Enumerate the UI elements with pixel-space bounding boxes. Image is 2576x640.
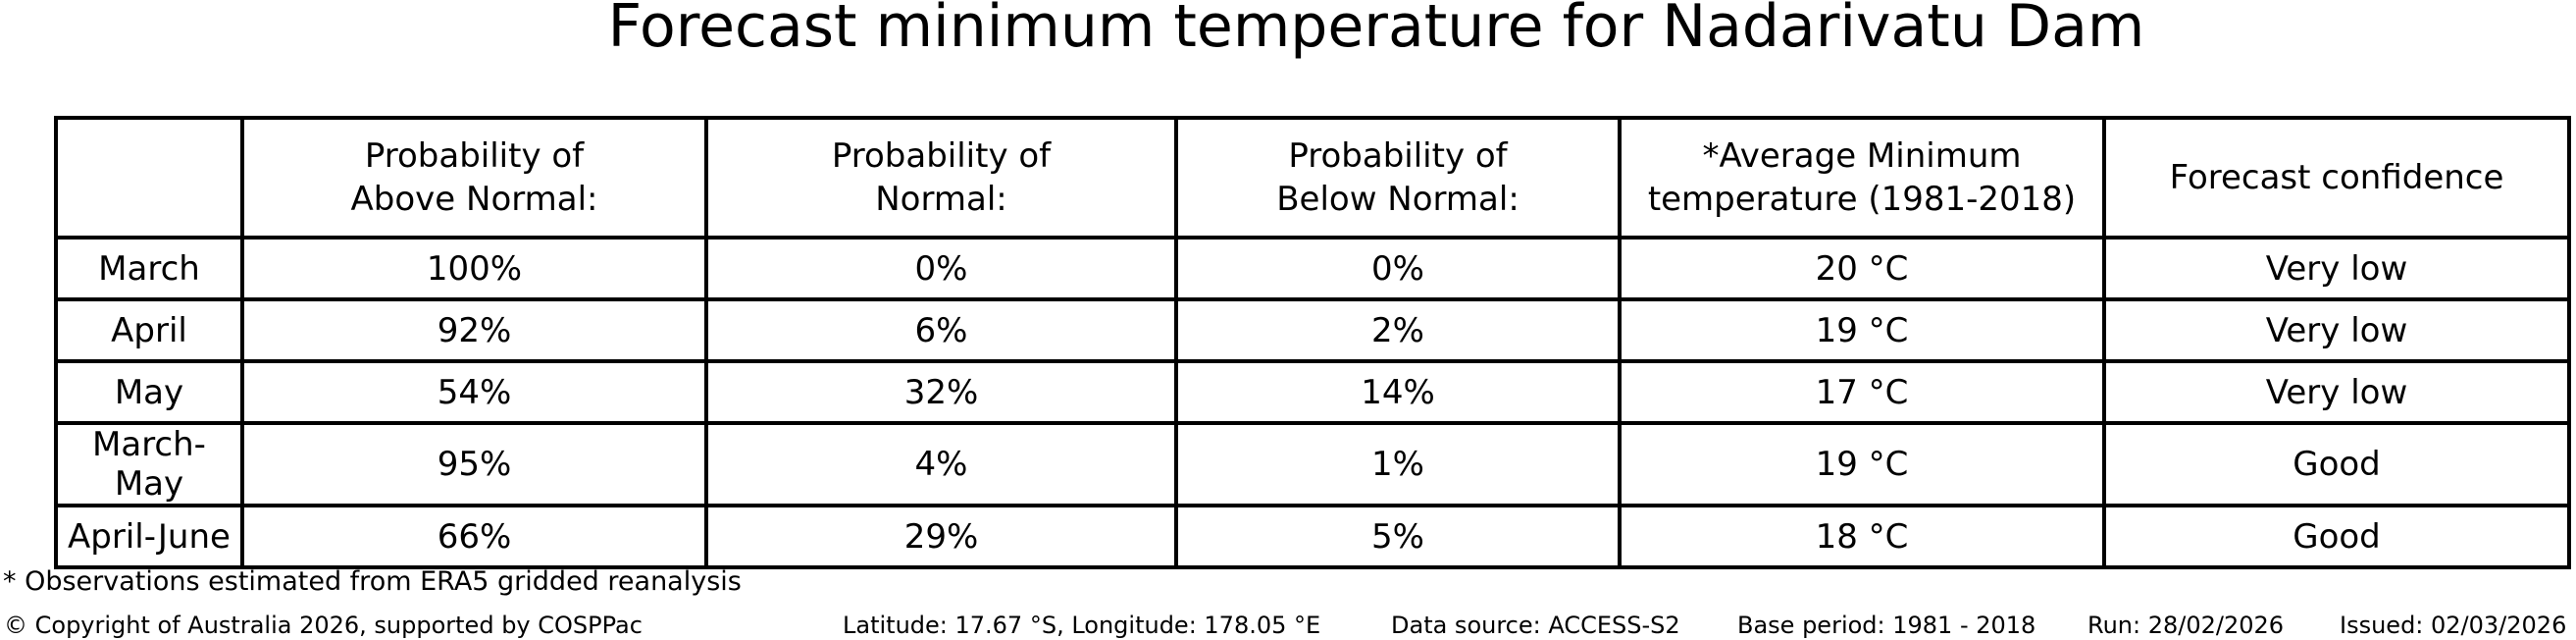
table-row-may: May 54% 32% 14% 17 °C Very low	[54, 359, 2571, 425]
footer-copyright: © Copyright of Australia 2026, supported…	[4, 612, 643, 639]
cell-above-normal: 95%	[240, 421, 708, 507]
cell-normal: 32%	[704, 359, 1178, 425]
figure-title: Forecast minimum temperature for Nadariv…	[607, 0, 2145, 61]
cell-below-normal: 5%	[1174, 504, 1622, 569]
cell-normal: 4%	[704, 421, 1178, 507]
cell-normal: 0%	[704, 236, 1178, 301]
table-corner-cell	[54, 116, 244, 240]
column-header-average-minimum: *Average Minimum temperature (1981-2018)	[1618, 116, 2106, 240]
cell-normal: 29%	[704, 504, 1178, 569]
cell-below-normal: 1%	[1174, 421, 1622, 507]
cell-average-minimum: 17 °C	[1618, 359, 2106, 425]
row-label: April-June	[54, 504, 244, 569]
column-header-above-normal: Probability of Above Normal:	[240, 116, 708, 240]
footer-issued-date: Issued: 02/03/2026	[2340, 612, 2567, 639]
cell-forecast-confidence: Good	[2102, 504, 2571, 569]
cell-below-normal: 14%	[1174, 359, 1622, 425]
row-label: March	[54, 236, 244, 301]
table-header-row: Probability of Above Normal: Probability…	[54, 116, 2571, 240]
cell-below-normal: 0%	[1174, 236, 1622, 301]
cell-forecast-confidence: Good	[2102, 421, 2571, 507]
cell-above-normal: 100%	[240, 236, 708, 301]
cell-above-normal: 54%	[240, 359, 708, 425]
cell-average-minimum: 19 °C	[1618, 297, 2106, 363]
column-header-below-normal: Probability of Below Normal:	[1174, 116, 1622, 240]
cell-normal: 6%	[704, 297, 1178, 363]
footer-base-period: Base period: 1981 - 2018	[1737, 612, 2036, 639]
table-row-march-may: March-May 95% 4% 1% 19 °C Good	[54, 421, 2571, 507]
cell-forecast-confidence: Very low	[2102, 359, 2571, 425]
cell-average-minimum: 19 °C	[1618, 421, 2106, 507]
footer-location: Latitude: 17.67 °S, Longitude: 178.05 °E	[843, 612, 1321, 639]
column-header-normal: Probability of Normal:	[704, 116, 1178, 240]
table-row-april-june: April-June 66% 29% 5% 18 °C Good	[54, 504, 2571, 569]
footer-run-date: Run: 28/02/2026	[2087, 612, 2285, 639]
cell-average-minimum: 20 °C	[1618, 236, 2106, 301]
cell-below-normal: 2%	[1174, 297, 1622, 363]
table-row-march: March 100% 0% 0% 20 °C Very low	[54, 236, 2571, 301]
column-header-forecast-confidence: Forecast confidence	[2102, 116, 2571, 240]
row-label: March-May	[54, 421, 244, 507]
row-label: May	[54, 359, 244, 425]
cell-above-normal: 92%	[240, 297, 708, 363]
forecast-table: Probability of Above Normal: Probability…	[54, 116, 2571, 569]
cell-forecast-confidence: Very low	[2102, 236, 2571, 301]
cell-forecast-confidence: Very low	[2102, 297, 2571, 363]
row-label: April	[54, 297, 244, 363]
cell-average-minimum: 18 °C	[1618, 504, 2106, 569]
cell-above-normal: 66%	[240, 504, 708, 569]
footer-data-source: Data source: ACCESS-S2	[1391, 612, 1680, 639]
table-row-april: April 92% 6% 2% 19 °C Very low	[54, 297, 2571, 363]
observations-footnote: * Observations estimated from ERA5 gridd…	[3, 566, 742, 597]
